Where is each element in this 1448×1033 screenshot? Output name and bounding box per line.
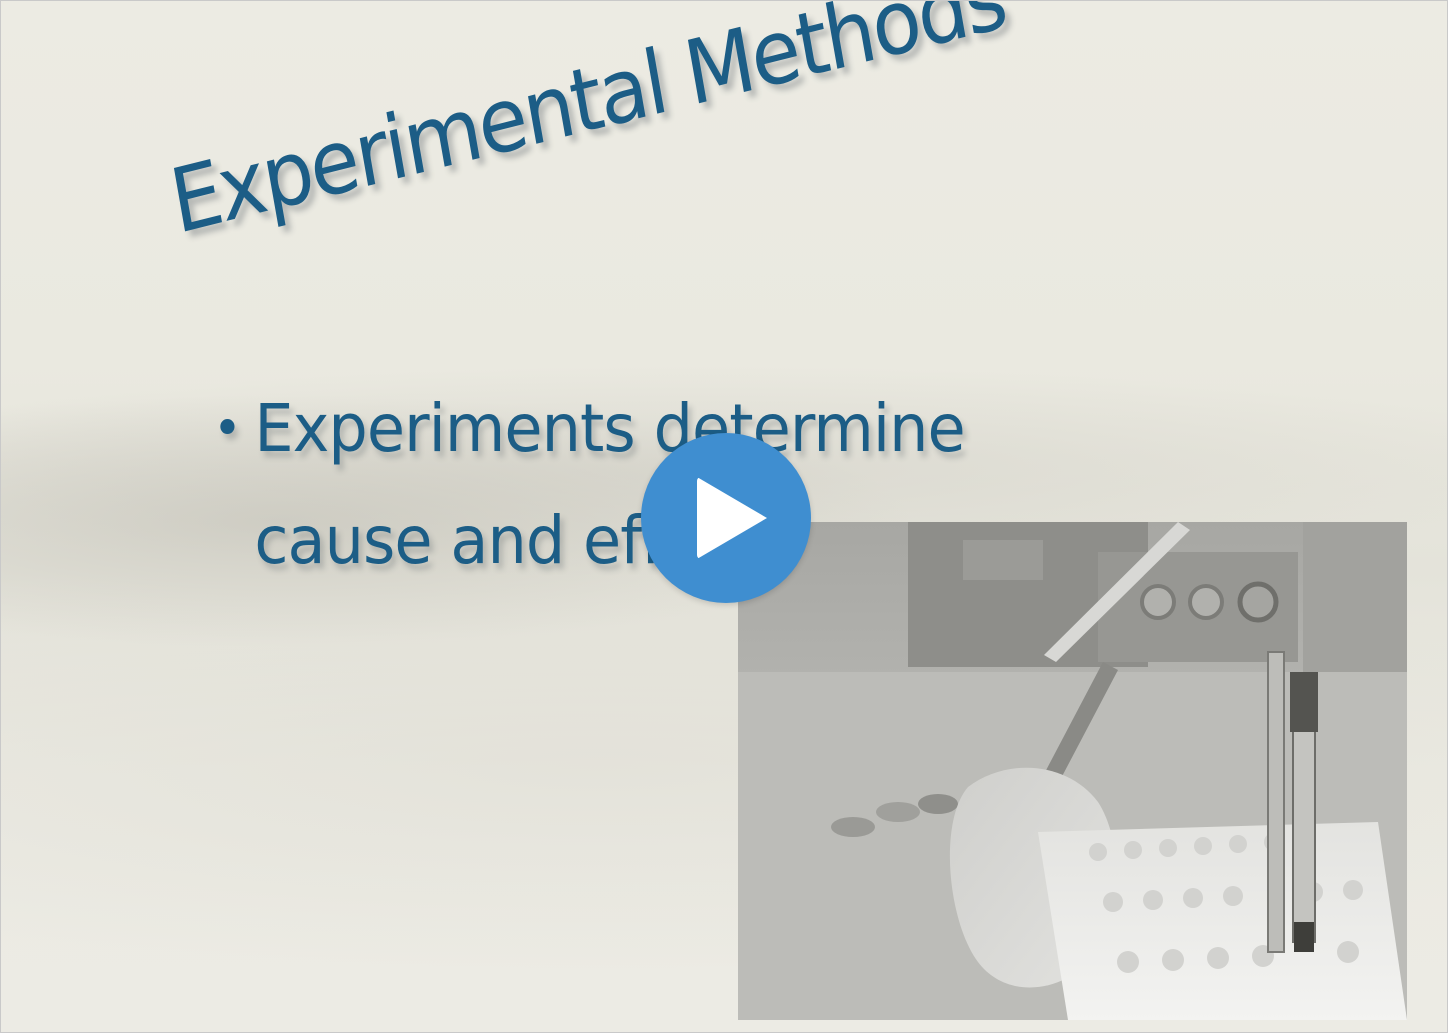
- bullet-icon: •: [213, 399, 242, 459]
- vial-cap-1: [831, 817, 875, 837]
- bullet-item: • Experiments determine: [213, 373, 966, 485]
- lab-photo-illustration: [738, 522, 1407, 1020]
- equipment-side: [1303, 522, 1407, 672]
- play-icon: [697, 477, 767, 559]
- vial-cap-3: [918, 794, 958, 814]
- rack-holes: [1089, 833, 1363, 973]
- bullet-text-line-1: Experiments determine: [254, 390, 965, 467]
- knob-1: [1140, 584, 1176, 620]
- knob-2: [1188, 584, 1224, 620]
- vial-cap-2: [876, 802, 920, 822]
- tube-cap: [1290, 672, 1318, 732]
- instrument-panel: [963, 540, 1043, 580]
- tube-sample: [1294, 922, 1314, 952]
- slide-title: Experimental Methods: [163, 0, 1012, 254]
- play-button[interactable]: [641, 433, 811, 603]
- pipette-tip: [1044, 522, 1190, 662]
- lab-photo: [738, 522, 1407, 1020]
- test-tube-1: [1267, 651, 1285, 953]
- knob-3: [1237, 581, 1279, 623]
